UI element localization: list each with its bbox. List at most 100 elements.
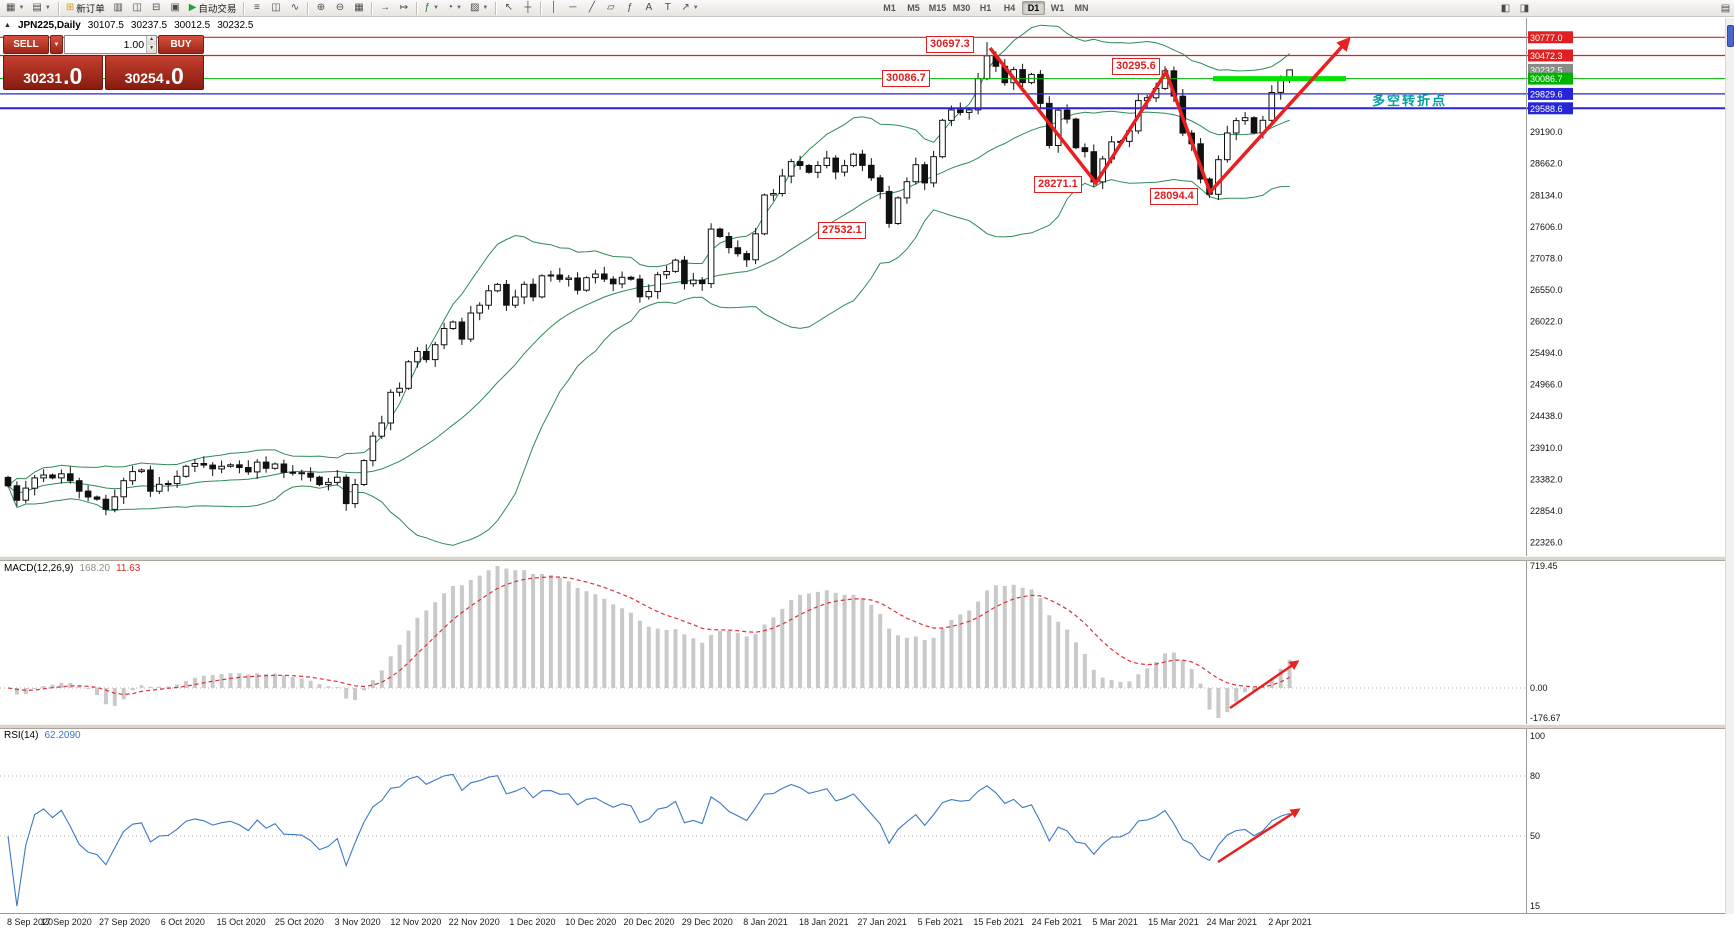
close-value: 30232.5 bbox=[217, 20, 254, 31]
volume-input[interactable] bbox=[65, 36, 147, 53]
timeframe-h1-button[interactable]: H1 bbox=[979, 3, 992, 13]
market-watch-icon: ▥ bbox=[113, 2, 123, 13]
sell-price-box[interactable]: 30231 .0 bbox=[3, 55, 103, 90]
new-chart-button[interactable]: ▦ ▼ bbox=[3, 1, 27, 16]
candlestick-mode-button[interactable]: ◫ bbox=[267, 1, 284, 16]
svg-text:27606.0: 27606.0 bbox=[1530, 222, 1563, 232]
order-type-dropdown[interactable]: ▼ bbox=[50, 35, 63, 54]
timeframe-d1-button[interactable]: D1 bbox=[1022, 1, 1045, 15]
trendline-button[interactable]: ╱ bbox=[583, 1, 600, 16]
data-window-button[interactable]: ◫ bbox=[129, 1, 146, 16]
periods-button[interactable]: ◔ ▼ bbox=[444, 1, 465, 16]
svg-text:22854.0: 22854.0 bbox=[1530, 506, 1563, 516]
price-annotation-box[interactable]: 30086.7 bbox=[882, 70, 930, 87]
svg-text:26550.0: 26550.0 bbox=[1530, 285, 1563, 295]
svg-text:15 Mar 2021: 15 Mar 2021 bbox=[1148, 917, 1199, 927]
scrollbar-thumb[interactable] bbox=[1727, 25, 1734, 47]
timeframe-m1-button[interactable]: M1 bbox=[883, 3, 896, 13]
svg-text:8 Jan 2021: 8 Jan 2021 bbox=[743, 917, 788, 927]
svg-text:15 Feb 2021: 15 Feb 2021 bbox=[973, 917, 1024, 927]
line-chart-mode-button[interactable]: ∿ bbox=[286, 1, 303, 16]
svg-text:17 Sep 2020: 17 Sep 2020 bbox=[41, 917, 92, 927]
crosshair-button[interactable]: ┼ bbox=[519, 1, 536, 16]
text-label-button[interactable]: T bbox=[659, 1, 676, 16]
one-click-collapse-icon[interactable]: ▲ bbox=[4, 22, 11, 29]
buy-price-box[interactable]: 30254 .0 bbox=[104, 55, 204, 90]
svg-text:2 Apr 2021: 2 Apr 2021 bbox=[1268, 917, 1312, 927]
svg-text:22 Nov 2020: 22 Nov 2020 bbox=[449, 917, 500, 927]
svg-text:5 Mar 2021: 5 Mar 2021 bbox=[1092, 917, 1138, 927]
price-trend-zigzag-arrow[interactable] bbox=[988, 36, 1351, 196]
crosshair-icon: ┼ bbox=[524, 2, 532, 13]
sell-button[interactable]: SELL bbox=[3, 35, 49, 54]
cursor-button[interactable]: ↖ bbox=[500, 1, 517, 16]
horizontal-level-lines[interactable] bbox=[0, 36, 1734, 110]
price-annotation-box[interactable]: 30697.3 bbox=[926, 36, 974, 53]
timeframe-h4-button[interactable]: H4 bbox=[1003, 3, 1016, 13]
price-annotation-box[interactable]: 27532.1 bbox=[818, 222, 866, 239]
vertical-scrollbar[interactable] bbox=[1725, 18, 1734, 914]
bollinger-middle-band bbox=[7, 110, 1290, 494]
equidistant-channel-button[interactable]: ▱ bbox=[602, 1, 619, 16]
chevron-down-icon: ▼ bbox=[18, 5, 25, 11]
profiles-button[interactable]: ▤ ▼ bbox=[29, 1, 53, 16]
svg-text:29829.6: 29829.6 bbox=[1530, 89, 1563, 99]
new-order-button[interactable]: ⊞ 新订单 bbox=[63, 1, 108, 16]
one-click-trading-panel: SELL ▼ ▲ ▼ BUY 30231 .0 30254 .0 bbox=[3, 35, 204, 90]
chevron-down-icon: ▼ bbox=[44, 5, 51, 11]
buy-button[interactable]: BUY bbox=[158, 35, 204, 54]
fibonacci-button[interactable]: ƒ bbox=[621, 1, 638, 16]
low-value: 30012.5 bbox=[174, 20, 211, 31]
toolbar-right-buttons: ◧ ◨ bbox=[1496, 1, 1534, 16]
horizontal-line-button[interactable]: ─ bbox=[564, 1, 581, 16]
candlesticks[interactable] bbox=[4, 42, 1293, 516]
navigator-button[interactable]: ⊟ bbox=[148, 1, 165, 16]
bar-chart-mode-icon: ≡ bbox=[254, 2, 260, 13]
timeframe-m5-button[interactable]: M5 bbox=[907, 3, 920, 13]
buy-price-main: 30254 bbox=[124, 69, 164, 86]
sell-price-main: 30231 bbox=[23, 69, 63, 86]
price-annotation-box[interactable]: 28271.1 bbox=[1034, 176, 1082, 193]
float-window-button[interactable]: ◨ bbox=[1519, 3, 1530, 14]
volume-decrement-button[interactable]: ▼ bbox=[147, 44, 156, 53]
templates-button[interactable]: ▨ ▼ bbox=[467, 1, 491, 16]
new-order-label: 新订单 bbox=[76, 4, 105, 15]
zoom-in-button[interactable]: ⊕ bbox=[312, 1, 329, 16]
tile-windows-button[interactable]: ▦ bbox=[350, 1, 367, 16]
chart-shift-icon: ↦ bbox=[399, 2, 409, 13]
timeframe-mn-button[interactable]: MN bbox=[1074, 3, 1089, 13]
market-watch-button[interactable]: ▥ bbox=[110, 1, 127, 16]
volume-increment-button[interactable]: ▲ bbox=[147, 36, 156, 45]
timeframe-m30-button[interactable]: M30 bbox=[952, 3, 971, 13]
panel-toggle-button[interactable]: ▤ bbox=[1720, 3, 1731, 14]
text-icon: A bbox=[645, 2, 653, 13]
macd-histogram bbox=[14, 566, 1292, 718]
price-annotation-box[interactable]: 30295.6 bbox=[1112, 58, 1160, 75]
terminal-button[interactable]: ▣ bbox=[167, 1, 184, 16]
text-button[interactable]: A bbox=[640, 1, 657, 16]
panel-separator[interactable] bbox=[0, 724, 1734, 729]
bar-chart-mode-button[interactable]: ≡ bbox=[248, 1, 265, 16]
auto-scroll-button[interactable]: → bbox=[376, 1, 393, 16]
price-annotation-box[interactable]: 28094.4 bbox=[1150, 188, 1198, 205]
chinese-annotation-text[interactable]: 多空转折点 bbox=[1372, 93, 1448, 108]
zoom-out-button[interactable]: ⊖ bbox=[331, 1, 348, 16]
chevron-down-icon: ▼ bbox=[456, 5, 462, 11]
macd-trend-arrow[interactable] bbox=[1229, 660, 1300, 710]
rsi-trend-arrow[interactable] bbox=[1217, 808, 1301, 864]
auto-scroll-icon: → bbox=[379, 2, 390, 13]
arrows-icon: ↗ bbox=[681, 2, 690, 13]
svg-text:27 Jan 2021: 27 Jan 2021 bbox=[857, 917, 907, 927]
chart-shift-button[interactable]: ↦ bbox=[395, 1, 412, 16]
timeframe-w1-button[interactable]: W1 bbox=[1050, 3, 1065, 13]
terminal-icon: ▣ bbox=[170, 2, 180, 13]
autotrade-button[interactable]: ▶ 自动交易 bbox=[186, 1, 240, 16]
vertical-line-button[interactable]: │ bbox=[545, 1, 562, 16]
panel-separator[interactable] bbox=[0, 556, 1734, 561]
timeframe-m15-button[interactable]: M15 bbox=[928, 3, 947, 13]
dock-window-button[interactable]: ◧ bbox=[1500, 3, 1511, 14]
arrows-button[interactable]: ↗ ▼ bbox=[678, 1, 701, 16]
bollinger-upper-band bbox=[7, 24, 1290, 487]
indicators-button[interactable]: ƒ ▼ bbox=[421, 1, 442, 16]
